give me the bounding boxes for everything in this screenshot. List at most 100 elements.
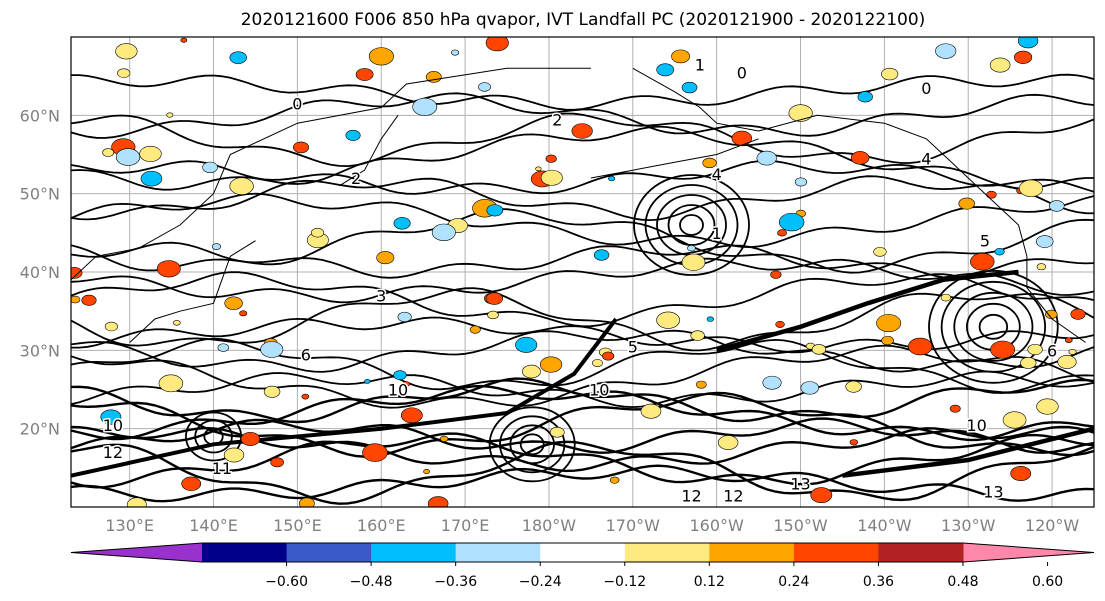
colorbar-segment	[371, 543, 457, 562]
ivt-positive-patch	[535, 166, 542, 172]
contour-label: 6	[1047, 341, 1057, 360]
ivt-positive-patch	[1014, 50, 1033, 64]
ivt-positive-patch	[770, 270, 782, 279]
contour-line	[71, 192, 1094, 249]
lat-tick-label: 60°N	[20, 106, 60, 125]
ivt-negative-patch	[1048, 200, 1065, 212]
contour-loop	[509, 424, 555, 465]
ivt-negative-patch	[593, 249, 610, 261]
ivt-positive-patch	[908, 337, 933, 356]
ivt-positive-patch	[788, 104, 813, 122]
ivt-positive-patch	[1010, 465, 1032, 481]
ivt-positive-patch	[876, 314, 902, 333]
ivt-positive-patch	[1068, 348, 1077, 355]
ivt-negative-patch	[451, 49, 460, 56]
ivt-positive-patch	[545, 154, 557, 163]
ivt-negative-patch	[229, 51, 247, 64]
contour-label: 10	[589, 381, 609, 400]
coastline-asia	[71, 67, 591, 281]
ivt-positive-patch	[469, 325, 481, 334]
contour-line	[71, 92, 1094, 139]
colorbar-tick-label: −0.12	[603, 574, 646, 590]
colorbar-tick-label: 0.24	[778, 574, 809, 590]
ivt-negative-patch	[397, 311, 412, 323]
lon-tick-label: 170°W	[606, 516, 661, 535]
colorbar-segment	[202, 543, 288, 562]
ivt-positive-patch	[224, 296, 243, 310]
ivt-negative-patch	[687, 245, 696, 252]
frontal-band	[716, 269, 1019, 353]
colorbar-tick-label: −0.36	[434, 574, 477, 590]
colorbar-tick-label: −0.24	[519, 574, 562, 590]
ivt-negative-patch	[431, 223, 456, 242]
ivt-positive-patch	[376, 251, 395, 265]
ivt-positive-patch	[1036, 263, 1047, 271]
ivt-positive-patch	[949, 404, 961, 413]
colorbar-segment	[878, 543, 964, 562]
ivt-positive-patch	[156, 260, 181, 278]
ivt-positive-patch	[71, 267, 83, 279]
ivt-positive-patch	[1070, 308, 1086, 320]
ivt-negative-patch	[1017, 37, 1039, 49]
ivt-positive-patch	[402, 381, 411, 387]
ivt-positive-patch	[166, 112, 174, 118]
contour-label: 0	[921, 79, 931, 98]
ivt-positive-patch	[850, 151, 870, 165]
ivt-positive-patch	[881, 67, 899, 81]
aleutian-islands	[590, 138, 759, 179]
contour-loop	[928, 269, 1059, 384]
contour-label: 4	[712, 165, 722, 184]
ivt-positive-patch	[849, 439, 859, 446]
ivt-positive-patch	[229, 177, 254, 195]
ivt-negative-patch	[393, 217, 411, 230]
ivt-positive-patch	[239, 310, 248, 317]
ivt-negative-patch	[778, 212, 805, 232]
contour-label: 4	[921, 149, 931, 168]
coastline-kamchatka	[339, 115, 399, 187]
ivt-negative-patch	[762, 375, 782, 390]
contour-line	[71, 329, 1094, 373]
colorbar-tick-label: 0.36	[863, 574, 894, 590]
latitude-labels: 20°N 30°N 40°N 50°N 60°N	[20, 106, 60, 438]
ivt-negative-patch	[345, 129, 361, 141]
ivt-positive-patch	[522, 364, 541, 379]
colorbar-tick-label: −0.48	[350, 574, 393, 590]
ivt-positive-patch	[81, 294, 97, 306]
lat-tick-label: 30°N	[20, 341, 60, 360]
contour-loop	[978, 313, 1009, 340]
contour-label: 1	[695, 55, 705, 74]
colorbar-segment	[455, 543, 541, 562]
contour-line	[71, 432, 1094, 489]
contour-label: 5	[980, 232, 990, 251]
chart-title: 2020121600 F006 850 hPa qvapor, IVT Land…	[241, 10, 926, 30]
ivt-shading	[71, 37, 1086, 507]
contour-loop	[953, 291, 1034, 362]
ivt-negative-patch	[935, 43, 957, 59]
ivt-positive-patch	[775, 320, 785, 328]
ivt-positive-patch	[1002, 411, 1027, 429]
contour-label: 5	[628, 337, 638, 356]
ivt-positive-patch	[115, 43, 138, 60]
ivt-negative-patch	[393, 370, 407, 380]
ivt-positive-patch	[571, 123, 593, 139]
ivt-positive-patch	[1019, 179, 1044, 198]
ivt-negative-patch	[656, 63, 675, 77]
ivt-positive-patch	[640, 403, 662, 419]
colorbar-tick-label: 0.48	[947, 574, 978, 590]
ivt-negative-patch	[1036, 235, 1054, 248]
colorbar-segment	[624, 543, 710, 562]
contour-loop	[940, 280, 1047, 373]
ivt-negative-patch	[115, 148, 141, 166]
ivt-negative-patch	[794, 177, 808, 187]
ivt-positive-patch	[263, 385, 281, 398]
ivt-positive-patch	[180, 37, 188, 43]
lon-tick-label: 140°W	[857, 516, 912, 535]
ivt-positive-patch	[298, 497, 315, 507]
ivt-negative-patch	[756, 150, 777, 166]
colorbar-outline	[70, 542, 1095, 563]
ivt-positive-patch	[158, 374, 184, 393]
ivt-positive-patch	[940, 293, 952, 302]
ivt-positive-patch	[400, 407, 423, 424]
contour-label: 2	[351, 169, 361, 188]
